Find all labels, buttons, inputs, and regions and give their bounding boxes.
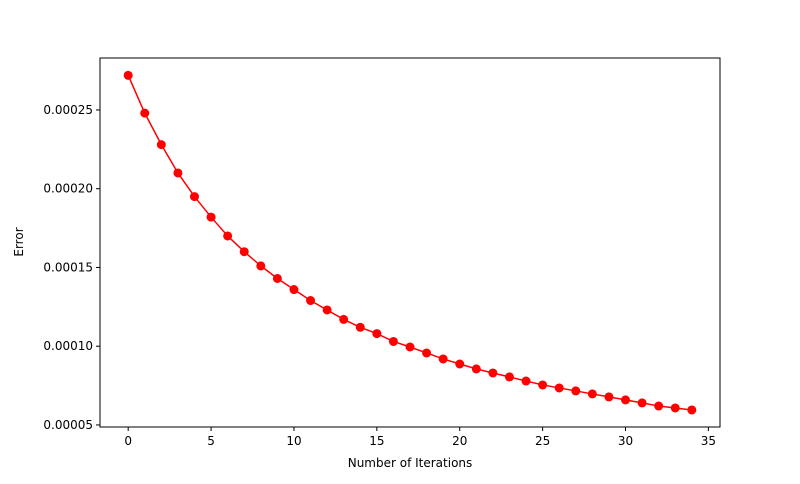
data-point (604, 392, 614, 402)
data-point (654, 401, 664, 411)
data-point (322, 305, 332, 315)
data-point (388, 336, 398, 346)
x-tick-label: 25 (535, 434, 550, 448)
data-point (239, 247, 249, 257)
x-tick-label: 0 (124, 434, 132, 448)
data-point (355, 322, 365, 332)
data-point (272, 273, 282, 283)
data-point (455, 359, 465, 369)
y-axis-label: Error (12, 227, 26, 256)
data-point (488, 368, 498, 378)
data-point (438, 354, 448, 364)
x-axis-label: Number of Iterations (348, 456, 473, 470)
series-line (127, 75, 692, 411)
x-tick-label: 20 (452, 434, 467, 448)
y-tick-label: 0.00020 (43, 182, 93, 196)
x-tick-label: 30 (618, 434, 633, 448)
data-point (521, 376, 531, 386)
data-point (687, 405, 697, 415)
data-point (256, 261, 266, 271)
data-point (405, 342, 415, 352)
data-point (587, 389, 597, 399)
data-point (422, 348, 432, 358)
x-tick-label: 35 (701, 434, 716, 448)
x-tick-label: 10 (286, 434, 301, 448)
data-point (571, 386, 581, 396)
data-point (123, 70, 133, 80)
plot-frame (99, 57, 721, 428)
data-point (289, 285, 299, 295)
y-tick-label: 0.00005 (43, 418, 93, 432)
data-point (670, 403, 680, 413)
data-point (156, 140, 166, 150)
data-point (173, 168, 183, 178)
data-point (637, 398, 647, 408)
y-tick-label: 0.00010 (43, 339, 93, 353)
data-point (372, 329, 382, 339)
data-point (223, 231, 233, 241)
data-point (339, 314, 349, 324)
data-point (189, 192, 199, 202)
data-point (504, 372, 514, 382)
y-tick-label: 0.00025 (43, 103, 93, 117)
y-tick-label: 0.00015 (43, 260, 93, 274)
data-point (140, 108, 150, 118)
data-point (538, 380, 548, 390)
data-point (471, 364, 481, 374)
x-tick-label: 15 (369, 434, 384, 448)
x-tick-label: 5 (207, 434, 215, 448)
data-point (206, 212, 216, 222)
data-point (306, 296, 316, 306)
data-point (554, 383, 564, 393)
data-point (621, 395, 631, 405)
